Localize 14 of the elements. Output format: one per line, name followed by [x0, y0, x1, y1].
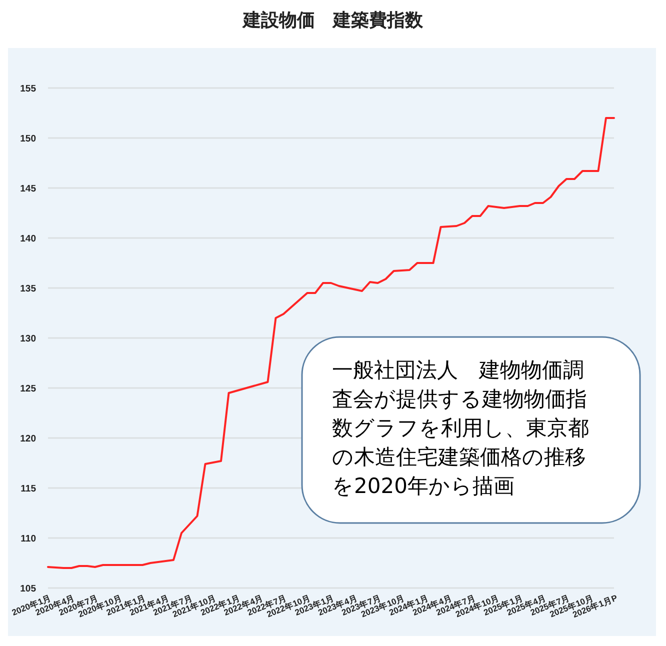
y-tick-label: 120	[20, 434, 36, 444]
y-tick-label: 140	[20, 234, 36, 244]
y-tick-label: 135	[20, 284, 37, 294]
y-tick-label: 150	[20, 134, 36, 144]
y-tick-label: 105	[20, 584, 37, 594]
y-tick-label: 125	[20, 384, 37, 394]
chart-title: 建設物価 建築費指数	[241, 10, 424, 30]
y-tick-label: 115	[20, 484, 37, 494]
y-tick-label: 110	[20, 534, 36, 544]
line-series	[47, 117, 615, 569]
y-tick-label: 130	[20, 334, 36, 344]
y-tick-label: 155	[20, 84, 37, 94]
annotation: 一般社団法人 建物物価調査会が提供する建物物価指数グラフを利用し、東京都の木造住宅建築価格の推移を2020年から描画	[332, 358, 589, 498]
y-tick-label: 145	[20, 184, 37, 194]
